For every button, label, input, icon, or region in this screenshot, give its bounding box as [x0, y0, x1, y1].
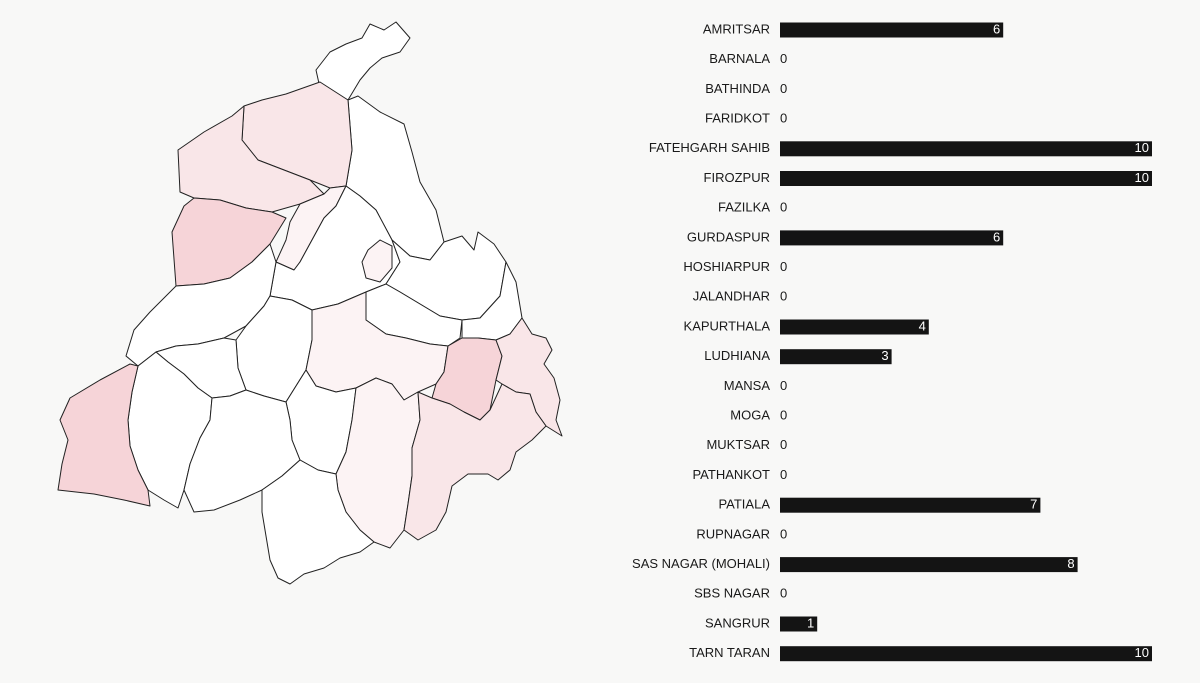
- bar-fatehgarh-sahib: [780, 141, 1152, 157]
- value-label-sangrur: 1: [807, 615, 814, 630]
- map-district-patiala: [403, 383, 547, 541]
- district-label-firozpur: FIROZPUR: [704, 170, 770, 185]
- district-label-gurdaspur: GURDASPUR: [687, 229, 770, 244]
- bar-tarn-taran: [780, 646, 1152, 662]
- district-label-faridkot: FARIDKOT: [705, 111, 770, 126]
- bar-patiala: [780, 497, 1041, 513]
- bar-ludhiana: [780, 349, 892, 365]
- value-label-mansa: 0: [780, 378, 787, 393]
- district-label-barnala: BARNALA: [709, 51, 770, 66]
- district-label-fatehgarh-sahib: FATEHGARH SAHIB: [649, 140, 770, 155]
- bar-sangrur: [780, 616, 818, 632]
- value-label-pathankot: 0: [780, 467, 787, 482]
- map-district-fazilka: [125, 243, 277, 367]
- district-choropleth-map: [0, 0, 600, 678]
- map-district-kapurthala-enclave: [361, 239, 393, 283]
- district-label-moga: MOGA: [730, 408, 770, 423]
- punjab-map-svg: [57, 21, 563, 585]
- value-label-ludhiana: 3: [881, 348, 888, 363]
- district-label-muktsar: MUKTSAR: [706, 437, 770, 452]
- value-label-patiala: 7: [1030, 497, 1037, 512]
- district-label-fazilka: FAZILKA: [718, 200, 770, 215]
- value-label-fazilka: 0: [780, 200, 787, 215]
- value-label-muktsar: 0: [780, 437, 787, 452]
- value-label-rupnagar: 0: [780, 526, 787, 541]
- bar-amritsar: [780, 22, 1004, 38]
- bar-sas-nagar-mohali: [780, 557, 1078, 573]
- district-label-ludhiana: LUDHIANA: [704, 348, 770, 363]
- district-label-patiala: PATIALA: [718, 497, 770, 512]
- bar-gurdaspur: [780, 230, 1004, 246]
- value-label-fatehgarh-sahib: 10: [1135, 140, 1149, 155]
- bar-firozpur: [780, 171, 1152, 186]
- district-label-kapurthala: KAPURTHALA: [684, 318, 771, 333]
- value-label-amritsar: 6: [993, 21, 1000, 36]
- district-label-bathinda: BATHINDA: [705, 81, 770, 96]
- value-label-barnala: 0: [780, 51, 787, 66]
- district-label-pathankot: PATHANKOT: [692, 467, 770, 482]
- value-label-kapurthala: 4: [919, 318, 926, 333]
- value-label-firozpur: 10: [1135, 170, 1149, 185]
- district-label-rupnagar: RUPNAGAR: [696, 526, 770, 541]
- value-label-gurdaspur: 6: [993, 229, 1000, 244]
- district-label-jalandhar: JALANDHAR: [693, 289, 770, 304]
- district-label-hoshiarpur: HOSHIARPUR: [683, 259, 770, 274]
- district-label-sangrur: SANGRUR: [705, 615, 770, 630]
- value-label-jalandhar: 0: [780, 289, 787, 304]
- district-bar-chart: AMRITSAR 6 BARNALA 0 BATHINDA 0 FARIDKOT 0 FATEH…: [600, 0, 1200, 678]
- district-label-sas-nagar-mohali: SAS NAGAR (MOHALI): [632, 556, 770, 571]
- value-label-sas-nagar-mohali: 8: [1067, 556, 1074, 571]
- bar-chart-svg: AMRITSAR 6 BARNALA 0 BATHINDA 0 FARIDKOT 0 FATEH…: [632, 21, 1152, 662]
- map-district-sangrur: [261, 459, 375, 585]
- district-label-mansa: MANSA: [724, 378, 771, 393]
- district-label-sbs-nagar: SBS NAGAR: [694, 586, 770, 601]
- value-label-tarn-taran: 10: [1135, 645, 1149, 660]
- map-district-fazilka-west: [57, 363, 151, 507]
- district-label-tarn-taran: TARN TARAN: [689, 645, 770, 660]
- value-label-moga: 0: [780, 408, 787, 423]
- value-label-faridkot: 0: [780, 111, 787, 126]
- district-label-amritsar: AMRITSAR: [703, 21, 770, 36]
- value-label-sbs-nagar: 0: [780, 586, 787, 601]
- bar-kapurthala: [780, 319, 929, 335]
- value-label-hoshiarpur: 0: [780, 259, 787, 274]
- value-label-bathinda: 0: [780, 81, 787, 96]
